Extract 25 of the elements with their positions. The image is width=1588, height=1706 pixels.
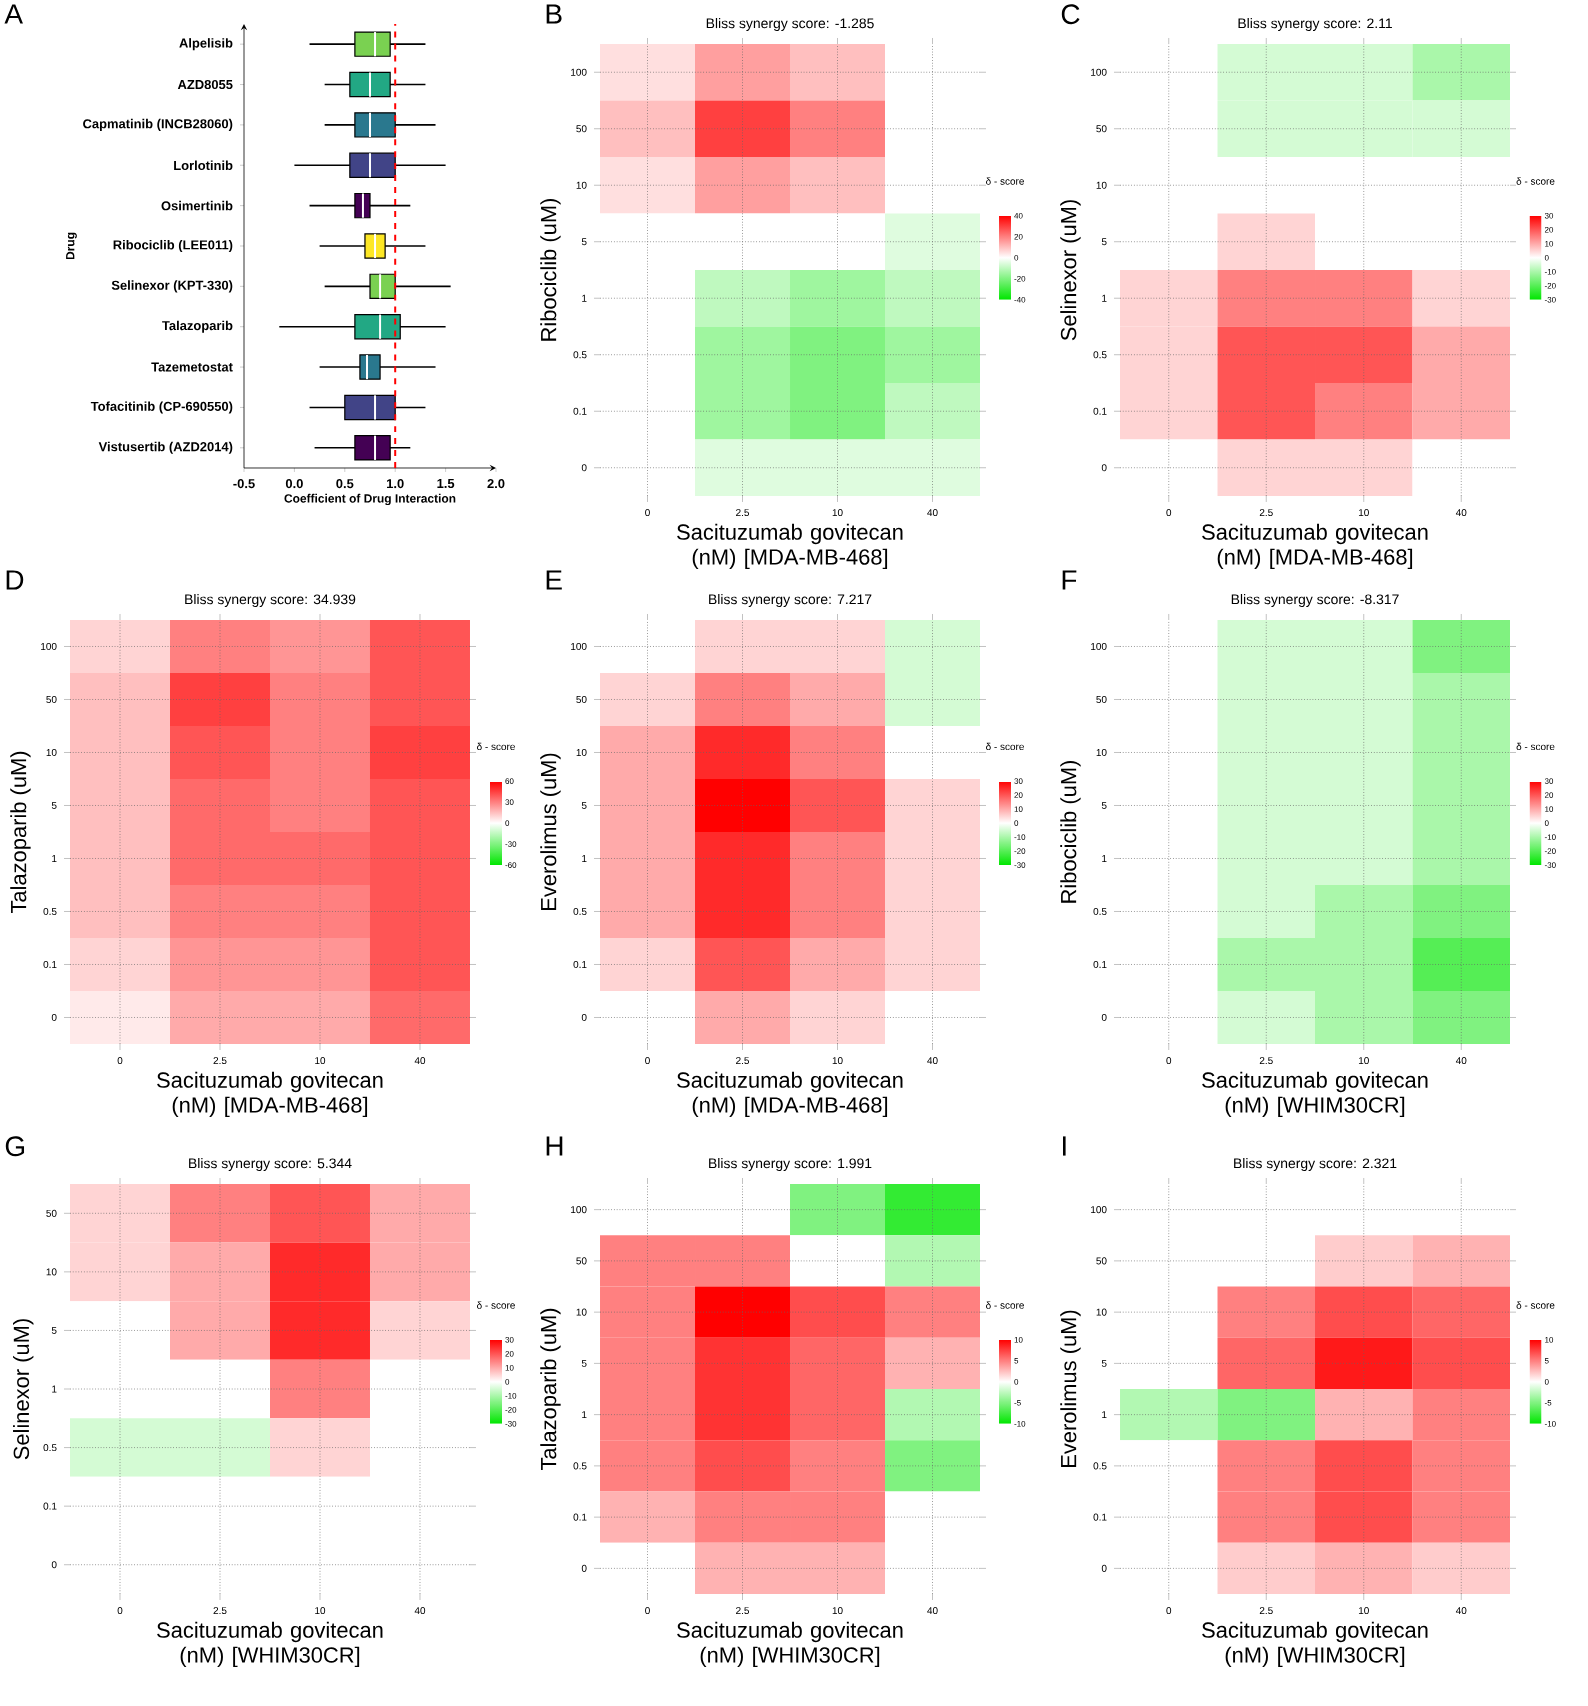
y-axis-title: Talazoparib (uM): [540, 1308, 561, 1471]
y-axis-title: Selinexor (uM): [1060, 200, 1081, 341]
y-axis-title: Talazoparib (uM): [10, 751, 31, 914]
x-axis-title: Sacituzumab govitecan (nM) [MDA-MB-468]: [677, 523, 903, 570]
y-axis-title: Ribociclib (uM): [540, 198, 561, 341]
x-axis-title: Sacituzumab govitecan (nM) [MDA-MB-468]: [157, 1071, 383, 1118]
y-axis-title: Everolimus (uM): [540, 753, 561, 910]
x-axis-title: Sacituzumab govitecan (nM) [WHIM30CR]: [677, 1621, 903, 1668]
y-axis-title: Selinexor (uM): [13, 1319, 34, 1460]
text: E: [546, 570, 562, 590]
x-axis-title: Sacituzumab govitecan (nM) [WHIM30CR]: [1202, 1621, 1428, 1668]
x-axis-title: Sacituzumab govitecan (nM) [WHIM30CR]: [157, 1621, 383, 1668]
x-axis-title: Sacituzumab govitecan (nM) [MDA-MB-468]: [677, 1071, 903, 1118]
x-axis-title: Sacituzumab govitecan (nM) [MDA-MB-468]: [1202, 523, 1428, 570]
x-axis-title: Sacituzumab govitecan (nM) [WHIM30CR]: [1202, 1071, 1428, 1118]
text: D: [6, 570, 24, 590]
text: I: [1062, 1136, 1066, 1156]
text: B: [546, 4, 562, 24]
text: C: [1061, 4, 1080, 25]
text: H: [546, 1136, 563, 1156]
text: G: [5, 1136, 25, 1157]
y-axis-title: Ribociclib (uM): [1060, 760, 1081, 903]
y-axis-title: Everolimus (uM): [1060, 1310, 1081, 1467]
text: A: [4, 4, 23, 24]
text: F: [1062, 570, 1077, 590]
